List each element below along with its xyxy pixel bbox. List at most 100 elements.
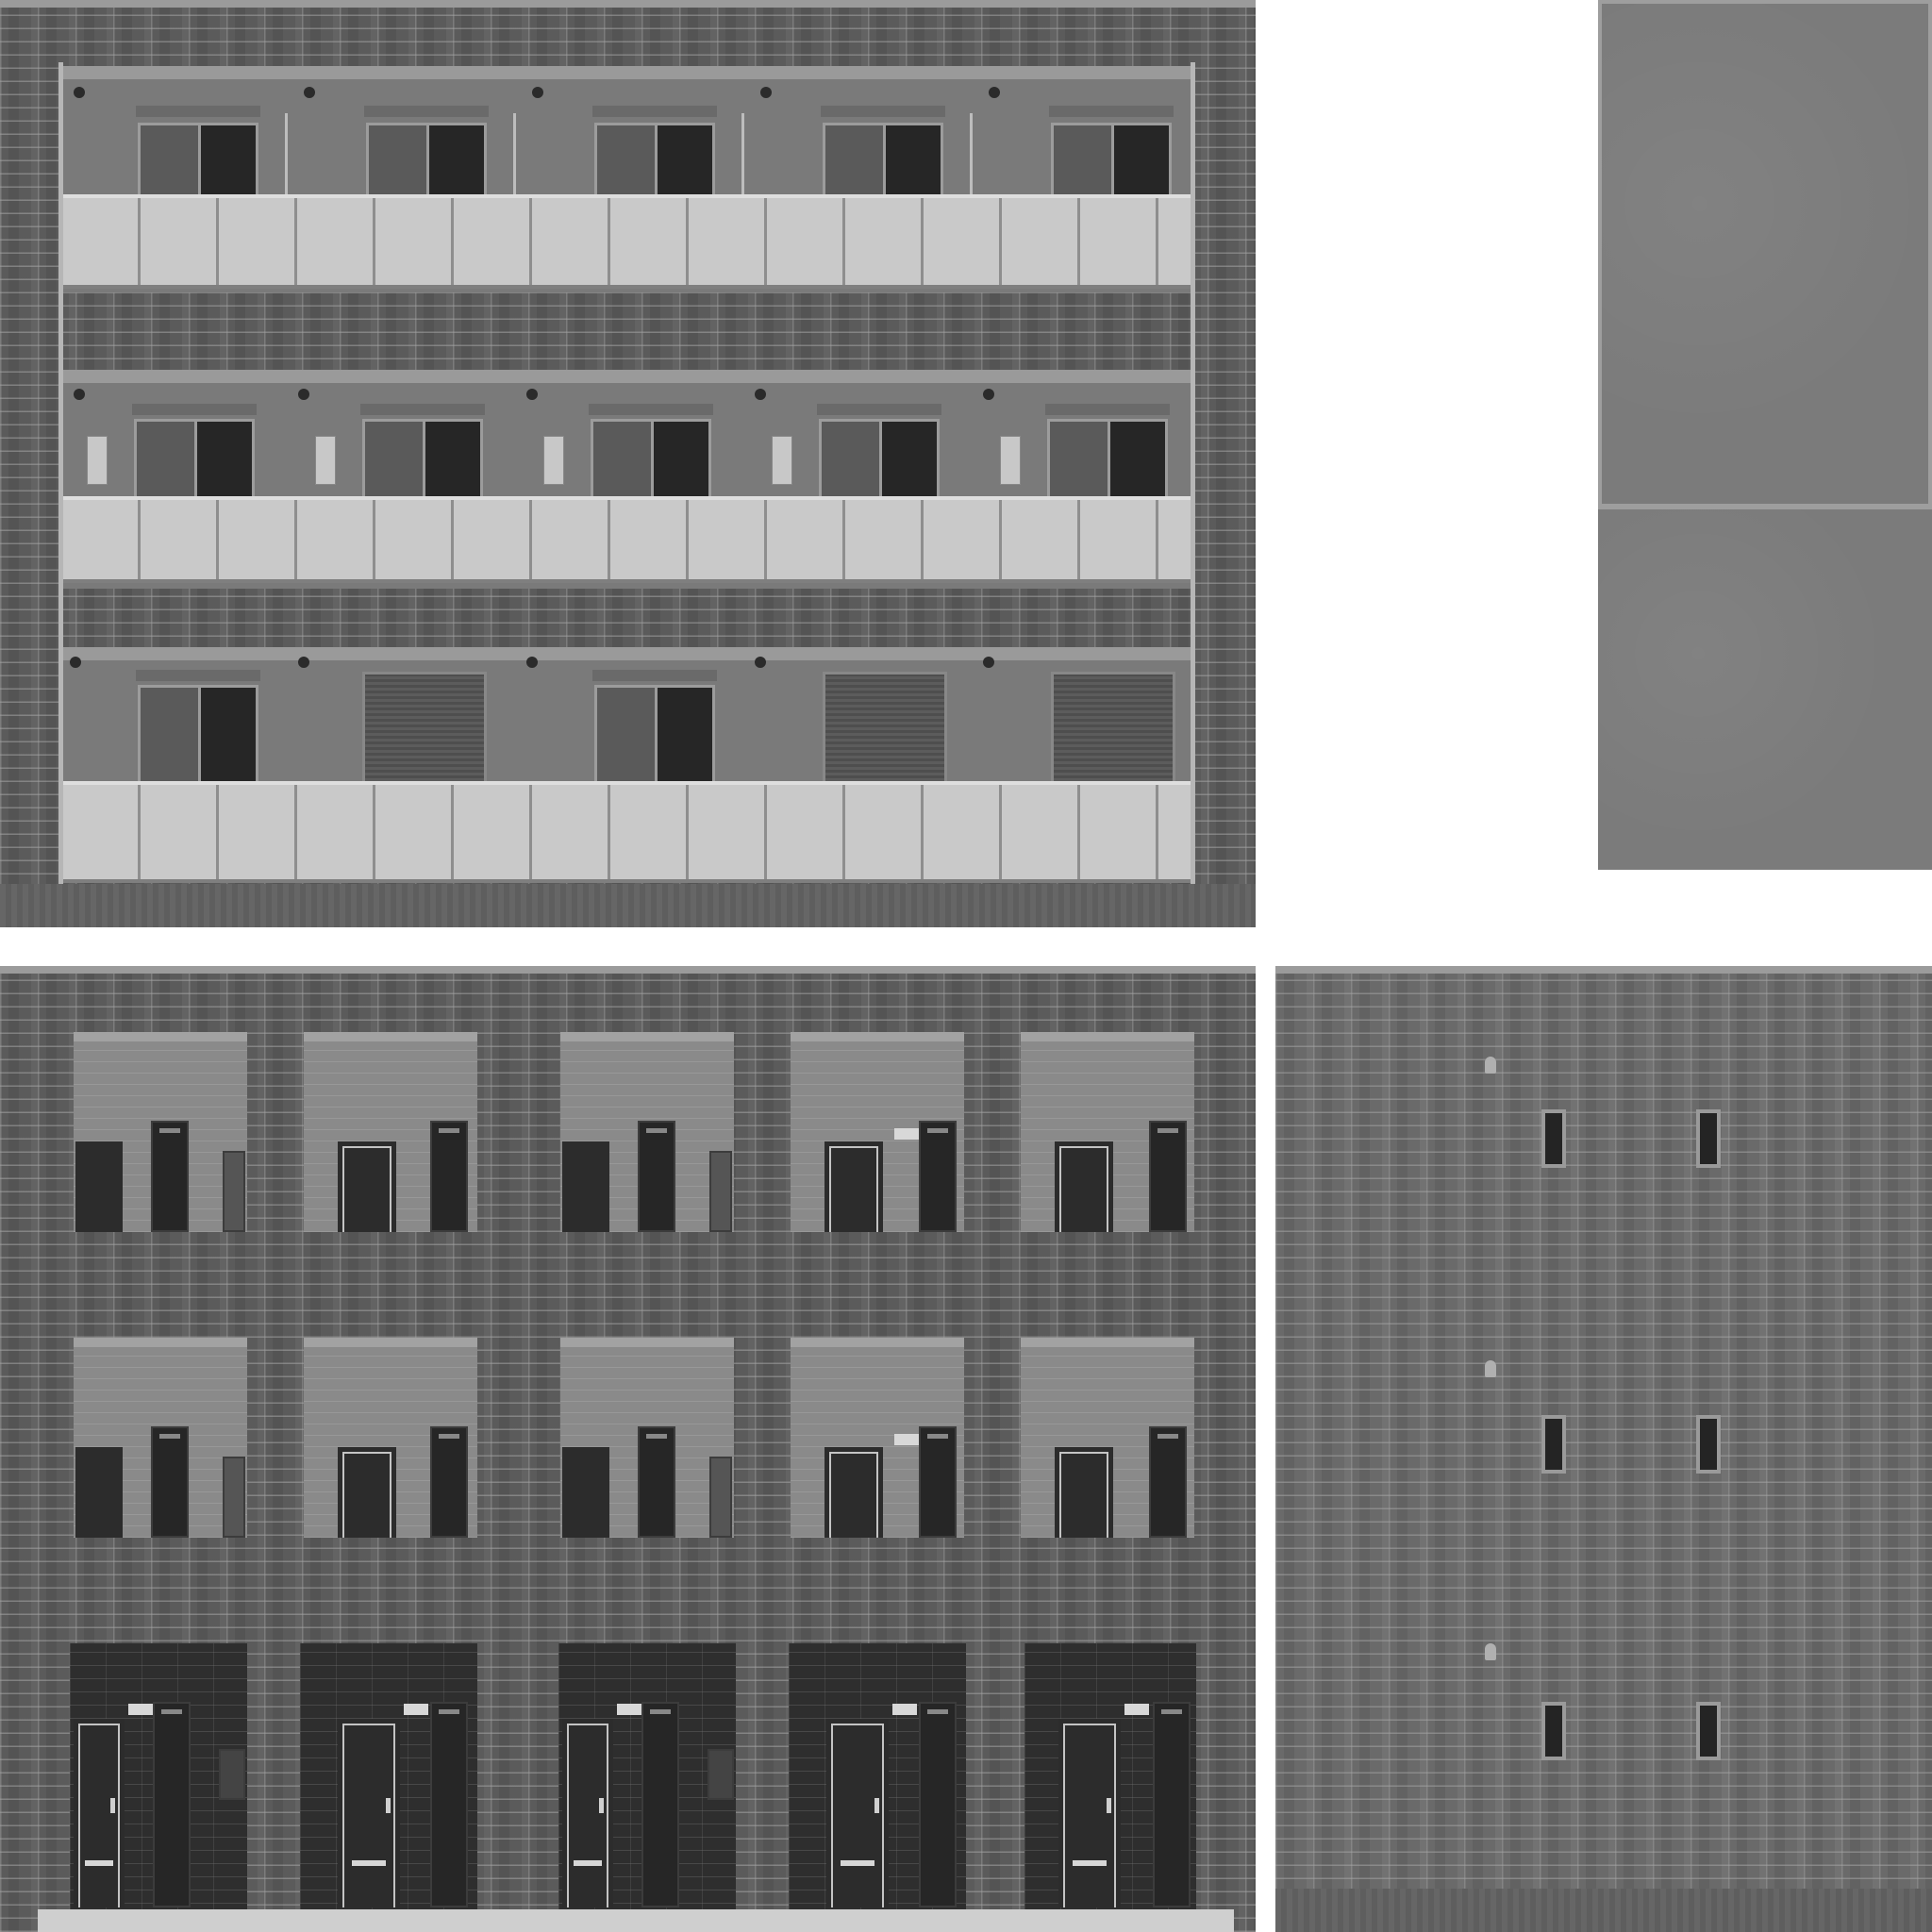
nameplate	[404, 1704, 428, 1715]
balcony-railing	[62, 781, 1191, 883]
corridor-alcove	[304, 1032, 477, 1232]
ceiling-lamp-icon	[298, 657, 309, 668]
unit-door[interactable]	[562, 1141, 609, 1232]
ceiling-lamp-icon	[760, 87, 772, 98]
ceiling-lamp-icon	[983, 657, 994, 668]
utility-panel	[709, 1151, 732, 1232]
corridor-alcove	[304, 1338, 477, 1538]
small-window	[1541, 1109, 1566, 1168]
utility-panel	[223, 1457, 245, 1538]
gas-meter	[772, 436, 792, 485]
gas-meter	[543, 436, 564, 485]
unit-door[interactable]	[824, 1141, 883, 1232]
ceiling-lamp-icon	[74, 87, 85, 98]
balcony-railing	[62, 194, 1191, 289]
nameplate	[1124, 1704, 1149, 1715]
drain-pipe	[58, 62, 63, 927]
drain-pipe	[1191, 62, 1195, 927]
meter-cabinet	[430, 1121, 468, 1232]
unit-door[interactable]	[1055, 1141, 1113, 1232]
meter-cabinet	[919, 1702, 957, 1907]
nameplate	[894, 1434, 919, 1445]
entrance-door[interactable]	[562, 1719, 613, 1907]
small-window	[1696, 1415, 1721, 1474]
meter-cabinet	[430, 1702, 468, 1907]
side-wall-texture	[1275, 966, 1932, 1932]
balcony-railing	[62, 496, 1191, 583]
ceiling-lamp-icon	[526, 657, 538, 668]
entrance-alcove	[789, 1643, 966, 1917]
foundation-plinth	[0, 884, 1256, 927]
roof-panel-lower	[1598, 508, 1932, 870]
meter-cabinet	[1149, 1121, 1187, 1232]
ceiling-lamp-icon	[74, 389, 85, 400]
unit-door[interactable]	[562, 1447, 609, 1538]
meter-cabinet	[638, 1121, 675, 1232]
ceiling-lamp-icon	[983, 389, 994, 400]
meter-cabinet	[1153, 1702, 1191, 1907]
entrance-alcove	[70, 1643, 247, 1917]
entrance-door[interactable]	[1058, 1719, 1121, 1907]
balcony-soffit	[62, 370, 1191, 383]
vent-hood-icon	[1485, 1643, 1496, 1660]
entrance-door[interactable]	[826, 1719, 889, 1907]
ceiling-lamp-icon	[989, 87, 1000, 98]
corridor-facade-texture	[0, 966, 1256, 1932]
meter-cabinet	[153, 1702, 191, 1907]
nameplate	[894, 1128, 919, 1140]
corridor-alcove	[1021, 1032, 1194, 1232]
mailbox	[708, 1749, 734, 1800]
nameplate	[617, 1704, 641, 1715]
ceiling-lamp-icon	[526, 389, 538, 400]
roof-texture	[1598, 0, 1932, 870]
foundation-plinth	[1275, 1889, 1932, 1932]
unit-door[interactable]	[75, 1141, 123, 1232]
vent-hood-icon	[1485, 1057, 1496, 1074]
vent-hood-icon	[1485, 1360, 1496, 1377]
ceiling-lamp-icon	[755, 389, 766, 400]
ceiling-lamp-icon	[70, 657, 81, 668]
entrance-step	[38, 1909, 1234, 1932]
unit-door[interactable]	[824, 1447, 883, 1538]
ceiling-lamp-icon	[304, 87, 315, 98]
meter-cabinet	[430, 1426, 468, 1538]
small-window	[1696, 1109, 1721, 1168]
corridor-alcove	[791, 1338, 964, 1538]
meter-cabinet	[641, 1702, 679, 1907]
parapet-cap	[1275, 966, 1932, 974]
entrance-door[interactable]	[74, 1719, 125, 1907]
entrance-alcove	[558, 1643, 736, 1917]
meter-cabinet	[151, 1426, 189, 1538]
unit-door[interactable]	[75, 1447, 123, 1538]
gas-meter	[87, 436, 108, 485]
gas-meter	[1000, 436, 1021, 485]
small-window	[1696, 1702, 1721, 1760]
balcony-soffit	[62, 647, 1191, 660]
small-window	[1541, 1702, 1566, 1760]
parapet-cap	[0, 0, 1256, 8]
corridor-alcove	[791, 1032, 964, 1232]
corridor-alcove	[74, 1032, 247, 1232]
entrance-door[interactable]	[338, 1719, 400, 1907]
meter-cabinet	[151, 1121, 189, 1232]
meter-cabinet	[1149, 1426, 1187, 1538]
entrance-alcove	[300, 1643, 477, 1917]
unit-door[interactable]	[1055, 1447, 1113, 1538]
utility-panel	[709, 1457, 732, 1538]
nameplate	[892, 1704, 917, 1715]
ceiling-lamp-icon	[755, 657, 766, 668]
parapet-cap	[0, 966, 1256, 974]
unit-door[interactable]	[338, 1447, 396, 1538]
corridor-alcove	[1021, 1338, 1194, 1538]
ceiling-lamp-icon	[298, 389, 309, 400]
nameplate	[128, 1704, 153, 1715]
unit-door[interactable]	[338, 1141, 396, 1232]
meter-cabinet	[919, 1121, 957, 1232]
entrance-alcove	[1024, 1643, 1196, 1917]
gas-meter	[315, 436, 336, 485]
mailbox	[219, 1749, 245, 1800]
roof-panel-upper	[1598, 0, 1932, 508]
balcony-soffit	[62, 66, 1191, 79]
small-window	[1541, 1415, 1566, 1474]
ceiling-lamp-icon	[532, 87, 543, 98]
